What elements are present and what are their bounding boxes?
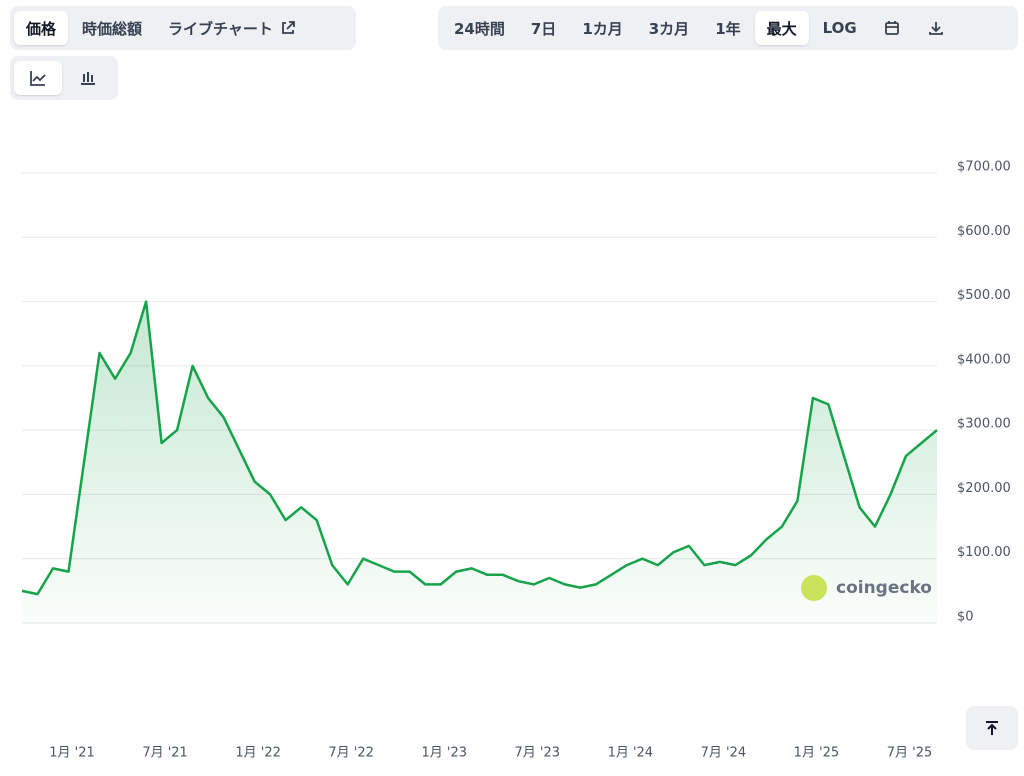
tab[interactable]: 価格 xyxy=(14,11,69,45)
watermark-logo xyxy=(801,575,827,601)
tab[interactable]: 7日 xyxy=(530,19,557,38)
y-tick-label: $600.00 xyxy=(957,224,1011,239)
x-tick-label: 7月 '23 xyxy=(515,746,561,761)
y-tick-label: $700.00 xyxy=(957,160,1011,175)
download-icon xyxy=(928,22,943,35)
line-button[interactable] xyxy=(14,61,62,95)
tab[interactable]: 3カ月 xyxy=(648,19,690,38)
line-icon xyxy=(30,71,46,86)
x-tick-label: 7月 '25 xyxy=(887,746,933,761)
y-tick-label: $300.00 xyxy=(957,417,1011,432)
x-tick-label: 1月 '21 xyxy=(49,746,95,761)
tab[interactable]: 1年 xyxy=(715,19,741,38)
x-tick-label: 7月 '24 xyxy=(701,746,747,761)
download-button[interactable] xyxy=(915,11,957,45)
x-tick-label: 1月 '23 xyxy=(421,746,467,761)
tab[interactable]: 最大 xyxy=(754,11,809,45)
chart-type-tabs xyxy=(10,56,118,100)
x-tick-label: 1月 '25 xyxy=(794,746,840,761)
scroll-top-button[interactable] xyxy=(966,706,1018,750)
external-icon xyxy=(281,21,295,34)
y-tick-label: $400.00 xyxy=(957,352,1011,367)
y-tick-label: $0 xyxy=(957,610,974,625)
tab[interactable]: 1カ月 xyxy=(582,19,623,38)
area xyxy=(22,301,937,623)
calendar-button[interactable] xyxy=(871,11,913,45)
tab[interactable]: 時価総額 xyxy=(82,19,143,38)
view-tabs: 価格 時価総額 ライブチャート xyxy=(10,6,356,50)
tab[interactable]: ライブチャート xyxy=(156,11,309,45)
arrow-up-icon xyxy=(986,721,998,735)
calendar-icon xyxy=(884,21,899,35)
watermark: coingecko xyxy=(836,578,932,598)
y-tick-label: $500.00 xyxy=(957,288,1011,303)
tab[interactable]: LOG xyxy=(822,19,857,37)
tab-label: ライブチャート xyxy=(168,19,273,38)
tab[interactable]: 24時間 xyxy=(454,19,505,38)
x-tick-label: 1月 '22 xyxy=(235,746,281,761)
candle-button[interactable] xyxy=(64,61,112,95)
x-tick-label: 7月 '21 xyxy=(142,746,188,761)
y-tick-label: $200.00 xyxy=(957,481,1011,496)
x-tick-label: 1月 '24 xyxy=(608,746,654,761)
range-tabs: 24時間 7日 1カ月 3カ月 1年 最大 LOG xyxy=(438,6,1018,50)
candle-icon xyxy=(81,72,95,85)
x-tick-label: 7月 '22 xyxy=(328,746,374,761)
price-line xyxy=(21,300,938,596)
y-tick-label: $100.00 xyxy=(957,545,1011,560)
